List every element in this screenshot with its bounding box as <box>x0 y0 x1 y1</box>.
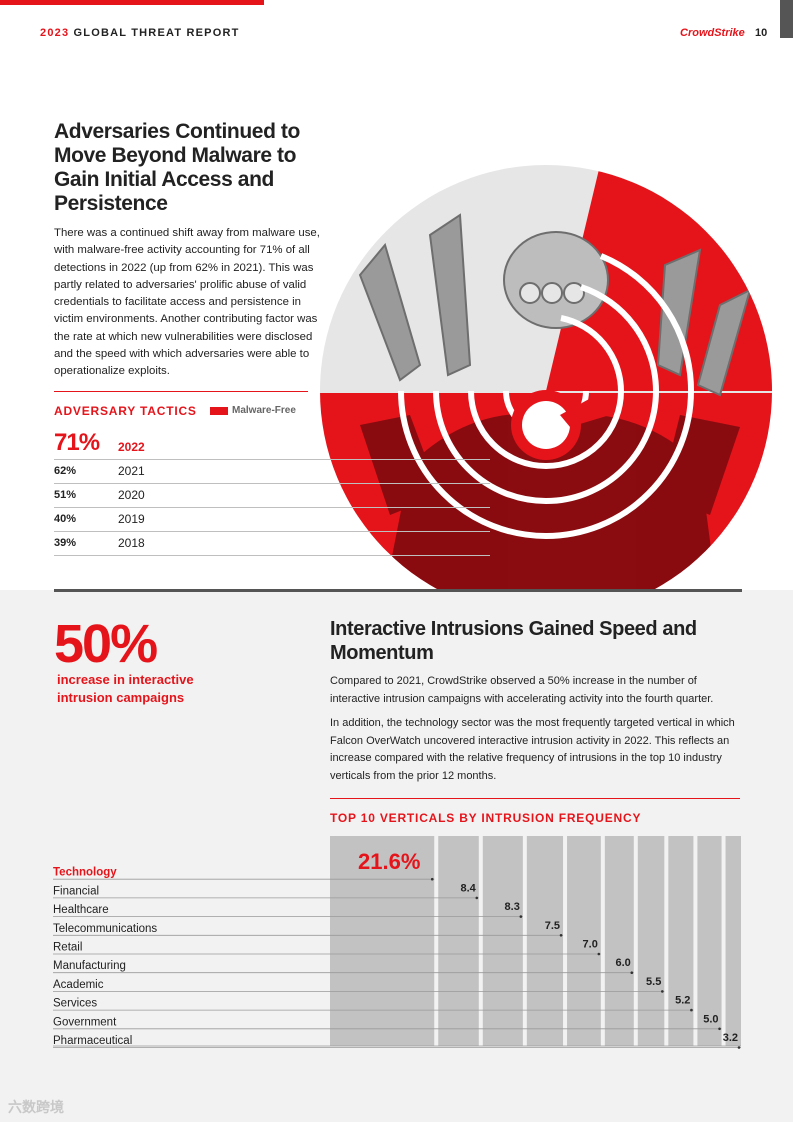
value-label: 5.5 <box>646 976 661 988</box>
tactics-divider <box>54 391 308 392</box>
section2-para2: In addition, the technology sector was t… <box>330 717 735 782</box>
category-label: Healthcare <box>53 904 109 916</box>
value-dot <box>690 1008 693 1012</box>
big-stat: 50% <box>54 614 158 674</box>
pct-value: 40% <box>54 513 77 525</box>
report-name: GLOBAL THREAT REPORT <box>73 27 240 39</box>
value-label: 7.0 <box>583 939 598 951</box>
section-heading: Adversaries Continued to Move Beyond Mal… <box>54 120 300 215</box>
chart-bar <box>526 836 564 1046</box>
pct-value: 62% <box>54 465 77 477</box>
value-dot <box>475 896 479 900</box>
chart-bar <box>438 836 479 1046</box>
value-dot <box>430 877 434 881</box>
value-dot <box>718 1027 721 1031</box>
table-row: 39% 2018 <box>54 532 490 556</box>
pct-value: 51% <box>54 489 77 501</box>
section2-para1: Compared to 2021, CrowdStrike observed a… <box>330 675 714 705</box>
value-dot <box>661 990 664 993</box>
value-dot <box>519 915 523 918</box>
top-accent-bar <box>0 0 264 5</box>
chart-title: TOP 10 VERTICALS BY INTRUSION FREQUENCY <box>330 811 642 825</box>
category-label: Services <box>53 998 97 1010</box>
page-number: 10 <box>755 27 768 39</box>
category-label: Financial <box>53 885 99 897</box>
category-label: Telecommunications <box>53 923 157 935</box>
chart-bar <box>482 836 523 1046</box>
table-row: 40% 2019 <box>54 508 490 532</box>
value-label: 8.3 <box>505 901 520 913</box>
chart-bar <box>668 836 694 1046</box>
pct-value: 71% <box>54 429 100 456</box>
value-label: 5.0 <box>703 1013 718 1025</box>
chart-bar <box>330 836 435 1046</box>
section-body: There was a continued shift away from ma… <box>54 227 320 378</box>
value-label: 21.6% <box>358 849 420 874</box>
category-label: Government <box>53 1016 117 1028</box>
chart-bar <box>567 836 601 1046</box>
table-row: 71% 2022 <box>54 428 490 460</box>
chart-bar <box>637 836 665 1046</box>
chart-bar <box>697 836 722 1046</box>
category-label: Academic <box>53 979 104 991</box>
section2-heading: Interactive Intrusions Gained Speed and … <box>330 618 697 664</box>
panel-divider <box>54 589 742 592</box>
value-label: 7.5 <box>545 920 560 932</box>
report-year: 2023 <box>40 27 70 39</box>
category-label: Technology <box>53 867 117 879</box>
table-row: 62% 2021 <box>54 460 490 484</box>
pct-value: 39% <box>54 537 77 549</box>
adversary-illustration <box>320 165 772 595</box>
category-label: Retail <box>53 942 82 954</box>
value-label: 3.2 <box>723 1032 738 1044</box>
value-dot <box>630 971 634 974</box>
report-title: 2023 GLOBAL THREAT REPORT <box>40 27 240 39</box>
big-stat-label: increase in interactive intrusion campai… <box>57 672 194 705</box>
year-value: 2018 <box>118 536 145 550</box>
value-label: 5.2 <box>675 995 690 1007</box>
value-dot <box>559 934 563 937</box>
value-label: 8.4 <box>460 882 476 894</box>
tactics-title: ADVERSARY TACTICS <box>54 404 197 418</box>
category-label: Manufacturing <box>53 960 126 972</box>
value-label: 6.0 <box>615 957 630 969</box>
legend-label: Malware-Free <box>232 405 296 416</box>
chart-bar <box>604 836 634 1046</box>
chart-bar <box>725 836 741 1046</box>
table-row: 51% 2020 <box>54 484 490 508</box>
legend-swatch <box>210 407 228 415</box>
value-dot <box>597 952 601 956</box>
page-edge-bar <box>780 0 793 38</box>
tactics-table: 71% 2022 62% 2021 51% 2020 40% 2019 39% … <box>54 428 490 556</box>
value-dot <box>737 1046 741 1049</box>
watermark: 六数跨境 <box>8 1099 64 1115</box>
year-value: 2019 <box>118 512 145 526</box>
category-label: Pharmaceutical <box>53 1035 132 1047</box>
year-value: 2022 <box>118 440 145 454</box>
year-value: 2020 <box>118 488 145 502</box>
brand-logo: CrowdStrike <box>680 27 745 39</box>
chart-divider <box>330 798 740 799</box>
year-value: 2021 <box>118 464 145 478</box>
